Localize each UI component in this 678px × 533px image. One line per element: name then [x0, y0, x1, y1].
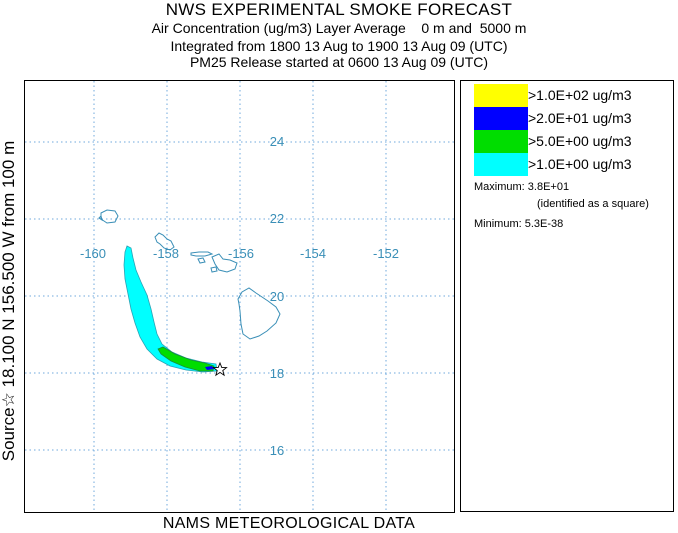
- lon-label-3: -156: [228, 246, 254, 261]
- maximum-value: Maximum: 3.8E+01: [474, 181, 570, 193]
- minimum-value: Minimum: 5.3E-38: [474, 218, 564, 230]
- legend-swatch-yellow: [474, 84, 528, 107]
- island-kahoolawe: [210, 266, 218, 273]
- plume-level-20: [205, 366, 214, 370]
- lon-label-5: -152: [373, 246, 399, 261]
- legend-swatch-blue: [474, 107, 528, 130]
- island-oahu: [154, 232, 175, 251]
- subtitle-concentration: Air Concentration (ug/m3) Layer Average …: [151, 20, 527, 36]
- island-maui: [211, 253, 238, 273]
- map-frame: [24, 80, 455, 513]
- lat-label-3: 20: [270, 289, 284, 304]
- subtitle-integration: Integrated from 1800 13 Aug to 1900 13 A…: [170, 38, 508, 54]
- meteorological-data-label: NAMS METEOROLOGICAL DATA: [162, 515, 416, 532]
- legend-swatch-green: [474, 130, 528, 153]
- coastlines: [98, 209, 281, 340]
- lon-label-1: -160: [80, 246, 106, 261]
- page-title: NWS EXPERIMENTAL SMOKE FORECAST: [165, 0, 513, 19]
- legend-item-1: >1.0E+00 ug/m3: [474, 153, 674, 176]
- island-lanai: [197, 257, 206, 264]
- plume-level-1: [123, 245, 218, 373]
- legend-label: >1.0E+00 ug/m3: [528, 156, 632, 172]
- lon-label-4: -154: [300, 246, 326, 261]
- legend-item-20: >2.0E+01 ug/m3: [474, 107, 674, 130]
- axis-labels: -160 -158 -156 -154 -152 24 22 20 18 16: [80, 134, 399, 458]
- source-location-label: Source☆ 18.100 N 156.500 W from 100 m: [0, 140, 18, 462]
- legend-label: >5.0E+00 ug/m3: [528, 133, 632, 149]
- legend-panel: >1.0E+02 ug/m3 >2.0E+01 ug/m3 >5.0E+00 u…: [460, 80, 674, 512]
- legend-item-5: >5.0E+00 ug/m3: [474, 130, 674, 153]
- lat-label-5: 16: [270, 443, 284, 458]
- lat-label-1: 24: [270, 134, 284, 149]
- maximum-note: (identified as a square): [537, 198, 649, 210]
- island-kauai: [100, 209, 119, 224]
- island-molokai: [190, 251, 214, 257]
- island-niihau: [98, 215, 103, 222]
- legend-label: >2.0E+01 ug/m3: [528, 110, 632, 126]
- legend-label: >1.0E+02 ug/m3: [528, 87, 632, 103]
- lat-label-2: 22: [270, 211, 284, 226]
- subtitle-release: PM25 Release started at 0600 13 Aug 09 (…: [189, 54, 489, 70]
- source-star-icon: [212, 361, 228, 377]
- lon-label-2: -158: [153, 246, 179, 261]
- lat-label-4: 18: [270, 366, 284, 381]
- island-hawaii: [237, 287, 281, 340]
- legend-swatch-cyan: [474, 153, 528, 176]
- legend-item-100: >1.0E+02 ug/m3: [474, 84, 674, 107]
